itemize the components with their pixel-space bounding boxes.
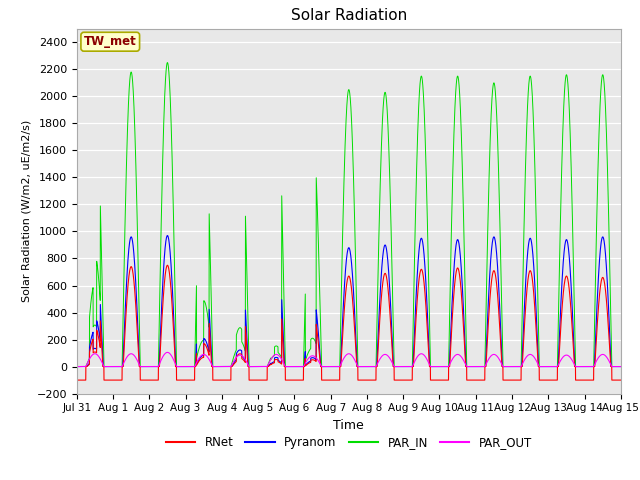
Pyranom: [171, 337, 179, 343]
PAR_OUT: [471, 364, 479, 370]
PAR_IN: [441, 364, 449, 370]
PAR_IN: [171, 270, 179, 276]
RNet: [73, 377, 81, 383]
Pyranom: [502, 364, 509, 370]
Line: PAR_IN: PAR_IN: [77, 62, 621, 367]
Line: PAR_OUT: PAR_OUT: [77, 352, 621, 367]
Pyranom: [471, 364, 479, 370]
Line: Pyranom: Pyranom: [77, 236, 621, 367]
Pyranom: [164, 233, 172, 239]
PAR_OUT: [616, 364, 624, 370]
Y-axis label: Solar Radiation (W/m2, uE/m2/s): Solar Radiation (W/m2, uE/m2/s): [21, 120, 31, 302]
Line: RNet: RNet: [77, 265, 621, 380]
X-axis label: Time: Time: [333, 419, 364, 432]
RNet: [329, 377, 337, 383]
PAR_IN: [617, 364, 625, 370]
PAR_OUT: [617, 364, 625, 370]
PAR_IN: [616, 364, 624, 370]
RNet: [616, 377, 624, 383]
PAR_OUT: [502, 364, 509, 370]
PAR_IN: [73, 364, 81, 370]
RNet: [164, 263, 172, 268]
PAR_IN: [329, 364, 337, 370]
Legend: RNet, Pyranom, PAR_IN, PAR_OUT: RNet, Pyranom, PAR_IN, PAR_OUT: [161, 431, 536, 454]
Pyranom: [617, 364, 625, 370]
PAR_OUT: [73, 364, 81, 370]
PAR_IN: [164, 60, 172, 65]
RNet: [617, 377, 625, 383]
PAR_IN: [471, 364, 479, 370]
PAR_OUT: [164, 349, 172, 355]
Pyranom: [441, 364, 449, 370]
RNet: [171, 349, 179, 355]
PAR_IN: [502, 364, 509, 370]
RNet: [441, 377, 449, 383]
PAR_OUT: [171, 360, 179, 365]
PAR_OUT: [329, 364, 337, 370]
Pyranom: [73, 364, 81, 370]
RNet: [471, 377, 479, 383]
Text: TW_met: TW_met: [84, 35, 136, 48]
PAR_OUT: [441, 364, 449, 370]
Title: Solar Radiation: Solar Radiation: [291, 9, 407, 24]
Pyranom: [616, 364, 624, 370]
Pyranom: [329, 364, 337, 370]
RNet: [502, 377, 509, 383]
